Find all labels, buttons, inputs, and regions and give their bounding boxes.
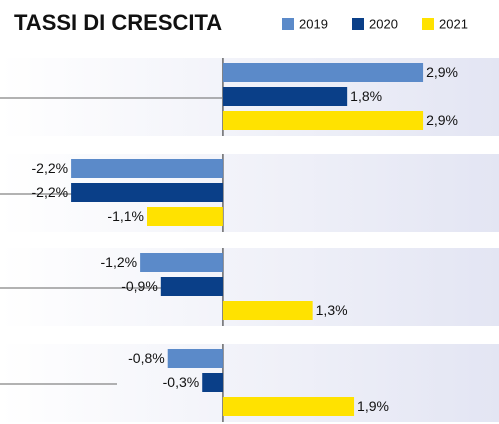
chart-title: TASSI DI CRESCITA — [14, 10, 222, 35]
value-label: -2,2% — [32, 160, 69, 176]
bar — [71, 159, 223, 178]
bar — [167, 349, 223, 368]
value-label: 2,9% — [426, 112, 458, 128]
value-label: 2,9% — [426, 64, 458, 80]
bar — [222, 111, 424, 130]
legend-swatch — [422, 18, 434, 30]
value-label: 1,8% — [350, 88, 382, 104]
legend-swatch — [282, 18, 294, 30]
value-label: -1,2% — [101, 254, 138, 270]
bar — [147, 207, 223, 226]
value-label: -1,1% — [107, 208, 144, 224]
value-label: -0,3% — [163, 374, 200, 390]
legend-label: 2021 — [439, 16, 468, 31]
bar — [202, 373, 223, 392]
bar — [222, 397, 355, 416]
legend-label: 2019 — [299, 16, 328, 31]
value-label: 1,3% — [316, 302, 348, 318]
legend-label: 2020 — [369, 16, 398, 31]
bar — [71, 183, 223, 202]
bar — [222, 63, 424, 82]
bar — [140, 253, 223, 272]
value-label: -2,2% — [32, 184, 69, 200]
value-label: -0,8% — [128, 350, 165, 366]
value-label: -0,9% — [121, 278, 158, 294]
bar — [222, 301, 313, 320]
value-label: 1,9% — [357, 398, 389, 414]
legend-swatch — [352, 18, 364, 30]
bar — [160, 277, 223, 296]
bar — [222, 87, 348, 106]
